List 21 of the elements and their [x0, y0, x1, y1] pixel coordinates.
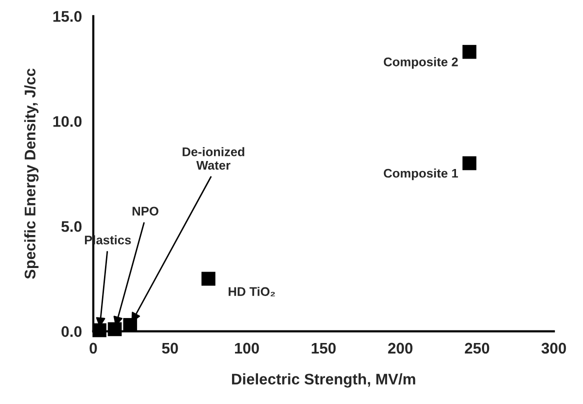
- y-tick-label: 5.0: [61, 221, 82, 232]
- y-tick-label: 10.0: [53, 116, 82, 127]
- y-axis-title: Specific Energy Density, J/cc: [24, 68, 39, 279]
- x-tick-label: 250: [464, 342, 490, 354]
- point: [201, 272, 216, 286]
- y-tick-label: 0.0: [62, 326, 82, 337]
- x-tick-label: 300: [541, 342, 566, 354]
- annotation: Composite 1: [384, 168, 458, 180]
- annotation: Composite 2: [384, 57, 458, 69]
- x-tick-label: 100: [235, 342, 259, 354]
- point: [462, 156, 476, 170]
- x-tick-label: 50: [162, 342, 178, 354]
- annotation: De-ionized Water: [182, 147, 244, 170]
- annotation: NPO: [132, 206, 158, 216]
- point: [462, 44, 476, 59]
- x-tick-label: 0: [90, 342, 97, 354]
- annotation: HD TiO₂: [228, 286, 275, 296]
- y-tick-label: 15.0: [53, 11, 82, 22]
- x-axis-title: Dielectric Strength, MV/m: [232, 373, 416, 388]
- x-tick-label: 150: [312, 342, 336, 354]
- x-tick-label: 200: [388, 342, 412, 354]
